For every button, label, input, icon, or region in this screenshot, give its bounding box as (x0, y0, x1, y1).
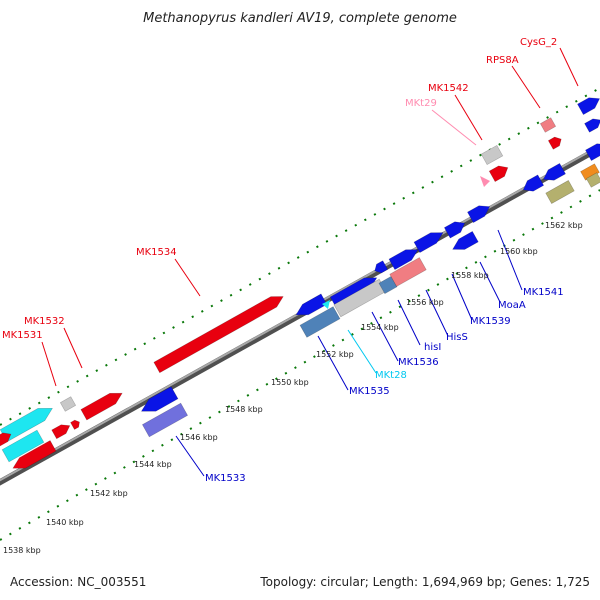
leader-mk1532 (63, 327, 83, 369)
gene-labels: CysG_2 RPS8A MK1542 MKt29 MK1534 MK1532 … (2, 37, 564, 484)
gene-cyan-lower[interactable] (1, 429, 45, 463)
gene-mk1533-a[interactable] (138, 386, 179, 418)
gene-blue-f[interactable] (443, 218, 467, 239)
gene-label-moaa[interactable]: MoaA (498, 300, 526, 311)
gene-blue-i[interactable] (585, 139, 600, 162)
tick-label: 1552 kbp (316, 350, 354, 359)
leader-mk1541 (497, 229, 523, 291)
leader-cysg2 (559, 47, 579, 87)
gene-features (0, 93, 600, 474)
tick-label: 1542 kbp (90, 489, 128, 498)
tick-label: 1554 kbp (361, 323, 399, 332)
tick-label: 1540 kbp (46, 518, 84, 527)
gene-mk1533[interactable] (141, 402, 189, 438)
gene-blue-d[interactable] (388, 244, 421, 270)
gene-label-rps8a[interactable]: RPS8A (486, 55, 519, 66)
gene-red-mk1542[interactable] (488, 162, 511, 183)
leader-rps8a (511, 65, 541, 109)
gene-hiss[interactable] (389, 257, 427, 287)
outer-tick-track (0, 87, 600, 426)
leader-mk1531 (41, 341, 57, 387)
leader-mk1534 (174, 258, 201, 297)
gene-blue-cysg2[interactable] (577, 93, 600, 116)
gene-label-mkt29[interactable]: MKt29 (405, 98, 437, 109)
map-title: Methanopyrus kandleri AV19, complete gen… (143, 11, 457, 26)
gene-gray-mk1542[interactable] (480, 144, 504, 166)
summary-text: Topology: circular; Length: 1,694,969 bp… (259, 575, 590, 589)
gene-blue-c[interactable] (372, 260, 389, 276)
tick-label: 1556 kbp (406, 298, 444, 307)
accession-text: Accession: NC_003551 (10, 575, 146, 589)
leader-mkt28 (347, 329, 377, 374)
gene-label-mk1535[interactable]: MK1535 (349, 386, 390, 397)
tick-label: 1548 kbp (225, 405, 263, 414)
gene-label-mk1541[interactable]: MK1541 (523, 287, 564, 298)
gene-orange[interactable] (580, 163, 600, 181)
gene-label-hiss[interactable]: HisS (446, 332, 468, 343)
gene-red-edge[interactable] (0, 430, 13, 447)
gene-label-cysg2[interactable]: CysG_2 (520, 37, 557, 48)
tick-label: 1544 kbp (134, 460, 172, 469)
tick-label: 1560 kbp (500, 247, 538, 256)
gene-rps8a[interactable] (539, 117, 557, 133)
tick-label: 1558 kbp (451, 271, 489, 280)
gene-hisi[interactable] (378, 275, 398, 295)
tick-label: 1538 kbp (3, 546, 41, 555)
leader-mk1542 (454, 94, 483, 141)
gene-red-small[interactable] (51, 421, 73, 440)
leader-mk1539 (451, 273, 473, 321)
gene-label-mk1533[interactable]: MK1533 (205, 473, 246, 484)
gene-moaa[interactable] (520, 174, 545, 195)
gene-label-hisi[interactable]: hisI (424, 342, 441, 353)
gene-mk1541[interactable] (540, 162, 566, 184)
tick-label: 1550 kbp (271, 378, 309, 387)
gene-label-mkt28[interactable]: MKt28 (375, 370, 407, 381)
gene-red-rps8a[interactable] (547, 135, 563, 150)
leader-mk1533 (175, 435, 205, 477)
gene-block-gray[interactable] (59, 396, 77, 412)
gene-label-mk1539[interactable]: MK1539 (470, 316, 511, 327)
leader-hisi (397, 299, 421, 346)
leader-mk1535 (317, 335, 349, 391)
tick-label: 1562 kbp (545, 221, 583, 230)
leader-mkt29 (431, 109, 477, 146)
gene-olive-b[interactable] (585, 172, 600, 188)
gene-label-mk1536[interactable]: MK1536 (398, 357, 439, 368)
gene-mk1534[interactable] (153, 291, 286, 374)
gene-blue-g[interactable] (467, 201, 492, 224)
tick-labels: 1538 kbp 1540 kbp 1542 kbp 1544 kbp 1546 kbp… (3, 221, 583, 555)
gene-mk1535[interactable] (299, 306, 341, 338)
gene-red-lower-a[interactable] (10, 440, 57, 474)
gene-mk1532[interactable] (80, 388, 125, 421)
gene-label-mk1534[interactable]: MK1534 (136, 247, 177, 258)
leader-mk1536 (371, 311, 399, 362)
inner-tick-track (0, 189, 600, 541)
gene-label-mk1542[interactable]: MK1542 (428, 83, 469, 94)
gene-olive[interactable] (545, 179, 575, 205)
gene-mk1539[interactable] (450, 230, 479, 254)
gene-mkt29[interactable] (480, 176, 490, 187)
gene-label-mk1531[interactable]: MK1531 (2, 330, 43, 341)
gene-mkt28[interactable] (322, 300, 330, 309)
label-leaders (41, 47, 579, 477)
gene-blue-e[interactable] (413, 227, 446, 253)
gene-blue-h[interactable] (584, 116, 600, 133)
gene-red-tiny[interactable] (70, 419, 82, 430)
leader-moaa (479, 261, 501, 303)
leader-hiss (425, 289, 449, 337)
gene-label-mk1532[interactable]: MK1532 (24, 316, 65, 327)
tick-label: 1546 kbp (180, 433, 218, 442)
